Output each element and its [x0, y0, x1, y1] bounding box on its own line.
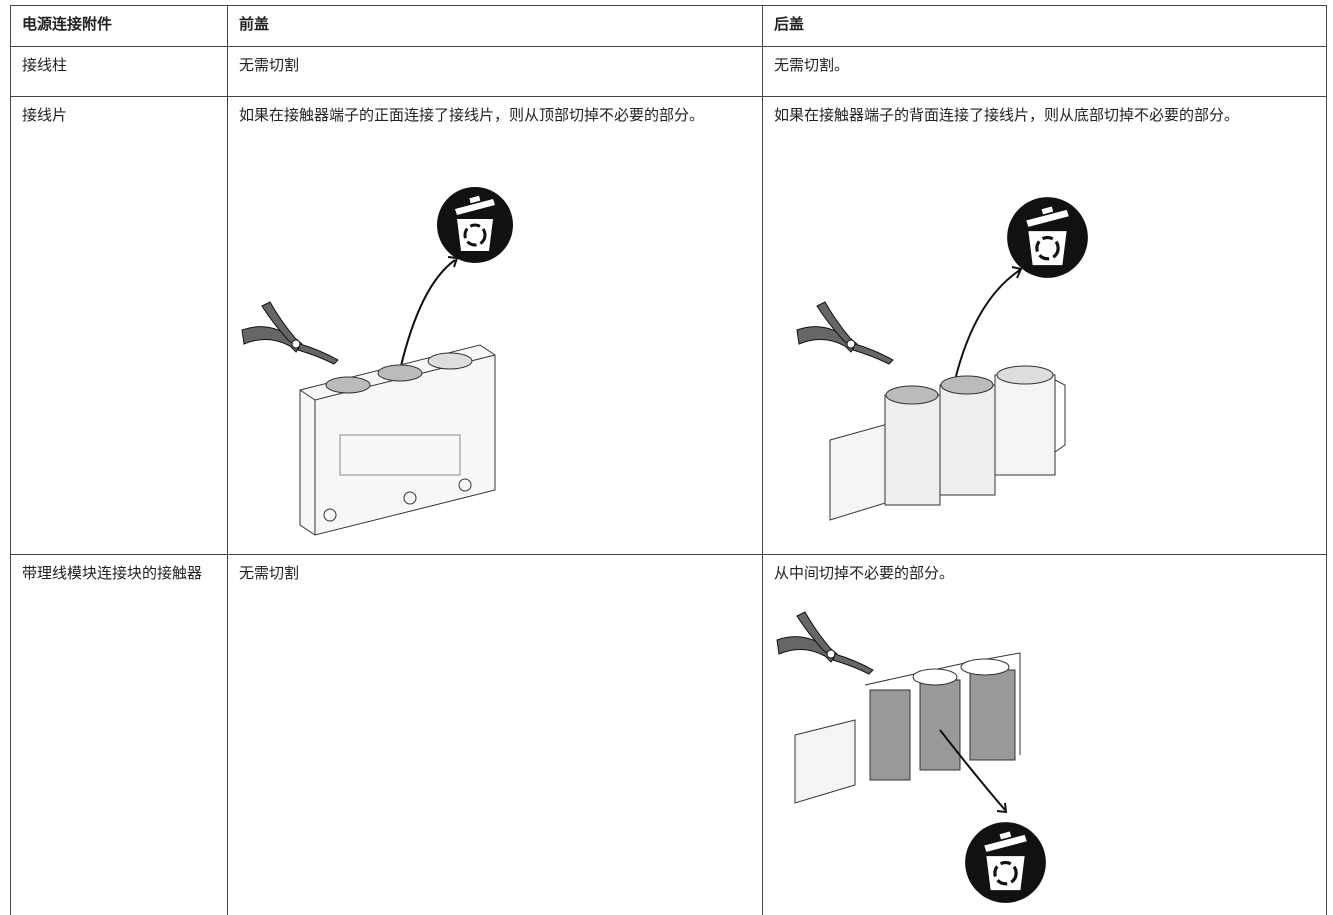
cell-text: 无需切割 [239, 56, 300, 74]
illustration-cabling-module [776, 611, 1048, 905]
cell: 带理线模块连接块的接触器 [10, 554, 228, 915]
cell-text: 带理线模块连接块的接触器 [22, 564, 203, 582]
header-cell: 电源连接附件 [10, 5, 228, 47]
cell: 无需切割 [227, 554, 763, 915]
header-text: 前盖 [239, 15, 270, 33]
header-text: 后盖 [774, 15, 805, 33]
cell-text: 如果在接触器端子的正面连接了接线片，则从顶部切掉不必要的部分。 [239, 106, 705, 124]
cell: 如果在接触器端子的正面连接了接线片，则从顶部切掉不必要的部分。 [227, 96, 763, 555]
cell-text: 从中间切掉不必要的部分。 [774, 564, 955, 582]
cell: 无需切割 [227, 46, 763, 97]
cell-text: 无需切割。 [774, 56, 850, 74]
cell: 从中间切掉不必要的部分。 [762, 554, 1327, 915]
cell-text: 接线柱 [22, 56, 68, 74]
cell-text: 接线片 [22, 106, 68, 124]
cell-text: 如果在接触器端子的背面连接了接线片，则从底部切掉不必要的部分。 [774, 106, 1240, 124]
header-text: 电源连接附件 [22, 15, 113, 33]
cell: 接线片 [10, 96, 228, 555]
cell: 如果在接触器端子的背面连接了接线片，则从底部切掉不必要的部分。 [762, 96, 1327, 555]
cell: 接线柱 [10, 46, 228, 97]
illustration-front-cover [241, 185, 515, 536]
header-cell: 前盖 [227, 5, 763, 47]
illustration-rear-cover [796, 195, 1090, 521]
cell-text: 无需切割 [239, 564, 300, 582]
header-cell: 后盖 [762, 5, 1327, 47]
cell: 无需切割。 [762, 46, 1327, 97]
